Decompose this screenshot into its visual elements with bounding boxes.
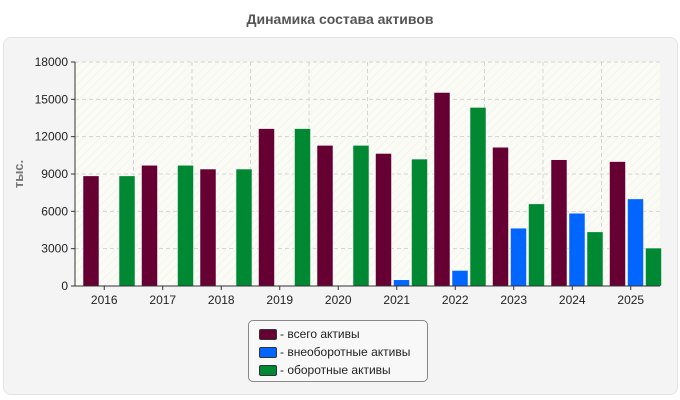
legend-item-noncurrent: - внеоборотные активы [259, 343, 427, 361]
y-tick-label: 0 [61, 279, 68, 293]
legend: - всего активы - внеоборотные активы - о… [248, 320, 428, 382]
legend-label-current: - оборотные активы [280, 363, 391, 377]
bar-noncurrent-2021 [393, 279, 410, 287]
x-tick-label: 2019 [266, 293, 293, 307]
bar-current-2021 [411, 158, 428, 287]
bar-current-2025 [645, 247, 662, 287]
bar-total-2019 [258, 128, 275, 287]
bar-current-2023 [528, 203, 545, 287]
bar-current-2024 [586, 231, 604, 287]
chart-title: Динамика состава активов [246, 11, 434, 27]
y-tick-label: 9000 [41, 167, 68, 181]
axes: 0 3000 6000 9000 12000 15000 18000 2016 2017 2018… [35, 55, 660, 307]
x-tick-label: 2016 [91, 293, 118, 307]
bar-total-2025 [609, 161, 626, 287]
bar-noncurrent-2024 [568, 212, 586, 287]
bar-total-2024 [550, 159, 568, 287]
x-tick-label: 2017 [149, 293, 176, 307]
legend-label-total: - всего активы [280, 327, 360, 341]
bar-noncurrent-2025 [627, 198, 644, 287]
bar-total-2022 [433, 92, 451, 287]
legend-item-total: - всего активы [259, 325, 427, 343]
bar-total-2018 [199, 168, 217, 287]
y-tick-label: 3000 [41, 242, 68, 256]
x-tick-label: 2018 [208, 293, 235, 307]
bar-current-2016 [118, 175, 136, 287]
bar-total-2017 [141, 165, 158, 287]
legend-item-current: - оборотные активы [259, 361, 427, 379]
bar-total-2023 [492, 146, 509, 287]
y-tick-label: 18000 [35, 55, 69, 69]
x-tick-label: 2022 [442, 293, 469, 307]
bar-current-2018 [235, 168, 253, 287]
bar-total-2020 [316, 145, 334, 287]
bar-total-2021 [375, 153, 392, 287]
legend-label-noncurrent: - внеоборотные активы [280, 345, 411, 359]
y-tick-label: 15000 [35, 92, 69, 106]
bars [82, 92, 662, 287]
bar-noncurrent-2022 [451, 270, 469, 287]
x-tick-label: 2023 [500, 293, 527, 307]
x-tick-label: 2025 [617, 293, 644, 307]
legend-swatch-total [259, 328, 277, 340]
x-tick-label: 2021 [383, 293, 410, 307]
bar-current-2019 [294, 128, 311, 287]
bar-current-2020 [352, 145, 370, 287]
legend-swatch-noncurrent [259, 346, 277, 358]
bar-noncurrent-2023 [510, 227, 527, 287]
y-tick-label: 12000 [35, 130, 69, 144]
legend-swatch-current [259, 364, 277, 376]
bar-current-2017 [177, 165, 194, 287]
y-axis-label: тыс. [11, 160, 26, 188]
x-tick-label: 2024 [559, 293, 586, 307]
y-tick-label: 6000 [41, 204, 68, 218]
bar-current-2022 [469, 107, 487, 287]
bar-total-2016 [82, 175, 100, 287]
x-tick-label: 2020 [325, 293, 352, 307]
